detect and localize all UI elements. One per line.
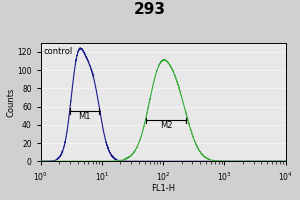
X-axis label: FL1-H: FL1-H [151, 184, 175, 193]
Text: M2: M2 [160, 121, 172, 130]
Y-axis label: Counts: Counts [7, 87, 16, 117]
Text: control: control [44, 47, 73, 56]
Text: M1: M1 [78, 112, 91, 121]
Text: 293: 293 [134, 2, 166, 17]
